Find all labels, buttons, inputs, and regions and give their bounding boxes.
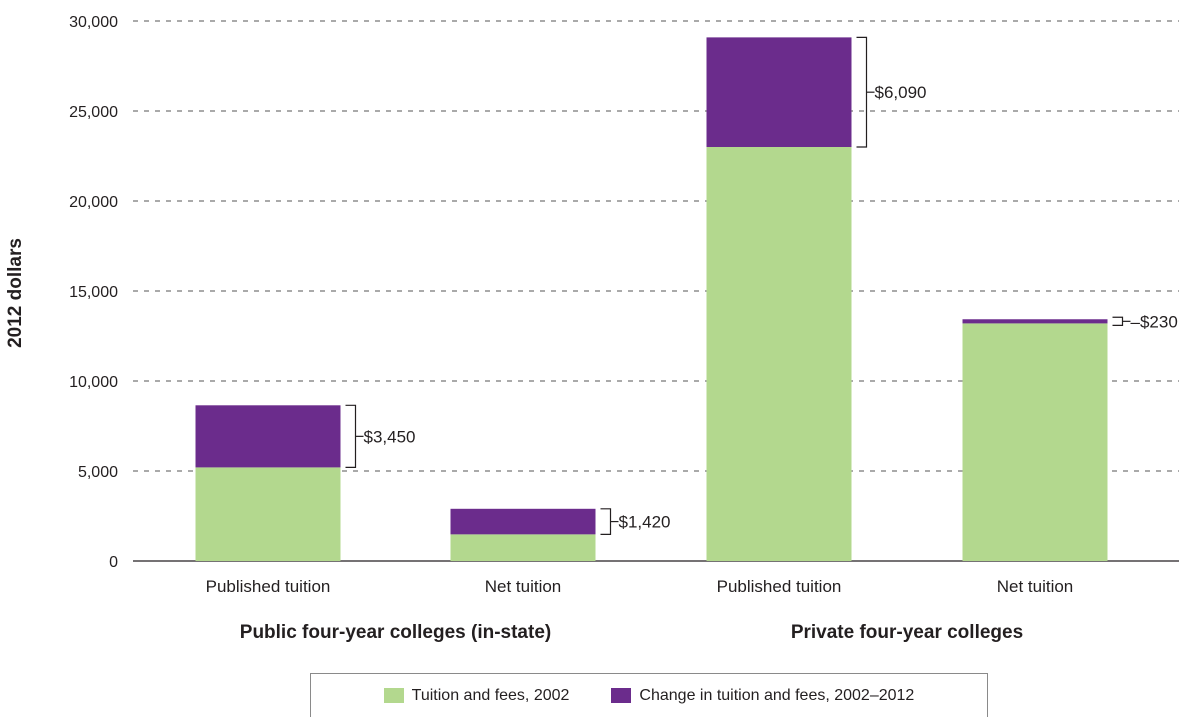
y-tick-label: 20,000 — [69, 194, 118, 211]
change-label: $6,090 — [875, 83, 927, 102]
legend-label-change: Change in tuition and fees, 2002–2012 — [639, 686, 915, 704]
legend: Tuition and fees, 2002 Change in tuition… — [310, 673, 988, 717]
bar-2002 — [962, 323, 1108, 561]
change-label: –$230 — [1131, 312, 1178, 331]
category-label: Net tuition — [485, 577, 562, 596]
legend-item-2002: Tuition and fees, 2002 — [383, 686, 570, 705]
x-axis-categories: Published tuition Net tuition Published tu… — [206, 577, 1074, 643]
bars — [195, 37, 1108, 561]
change-bracket — [345, 404, 357, 468]
legend-label-2002: Tuition and fees, 2002 — [411, 686, 570, 704]
change-bracket — [600, 508, 612, 535]
category-label: Published tuition — [206, 577, 331, 596]
change-annotations: $3,450 $1,420 $6,090 –$230 — [345, 36, 1178, 535]
legend-item-change: Change in tuition and fees, 2002–2012 — [611, 687, 914, 705]
change-bracket — [856, 36, 868, 148]
y-tick-label: 0 — [109, 554, 118, 571]
category-label: Published tuition — [717, 577, 842, 596]
bar-change — [962, 319, 1108, 324]
y-axis-title: 2012 dollars — [5, 238, 26, 348]
group-label: Public four-year colleges (in-state) — [240, 622, 551, 643]
bar-2002 — [706, 147, 852, 561]
y-tick-label: 15,000 — [69, 284, 118, 301]
group-label: Private four-year colleges — [791, 622, 1023, 643]
bar-2002 — [195, 467, 341, 561]
bar-change — [450, 508, 596, 535]
bar-change — [195, 405, 341, 468]
y-axis-ticks: 0 5,000 10,000 15,000 20,000 25,000 30,000 — [69, 14, 118, 571]
change-label: $3,450 — [364, 427, 416, 446]
category-label: Net tuition — [997, 577, 1074, 596]
y-tick-label: 30,000 — [69, 14, 118, 31]
legend-swatch-purple — [611, 688, 632, 703]
legend-swatch-green — [383, 688, 404, 703]
y-tick-label: 5,000 — [78, 464, 118, 481]
change-label: $1,420 — [619, 513, 671, 532]
y-tick-label: 10,000 — [69, 374, 118, 391]
y-tick-label: 25,000 — [69, 104, 118, 121]
change-bracket — [1112, 316, 1124, 326]
bar-change — [706, 37, 852, 147]
bar-2002 — [450, 534, 596, 561]
